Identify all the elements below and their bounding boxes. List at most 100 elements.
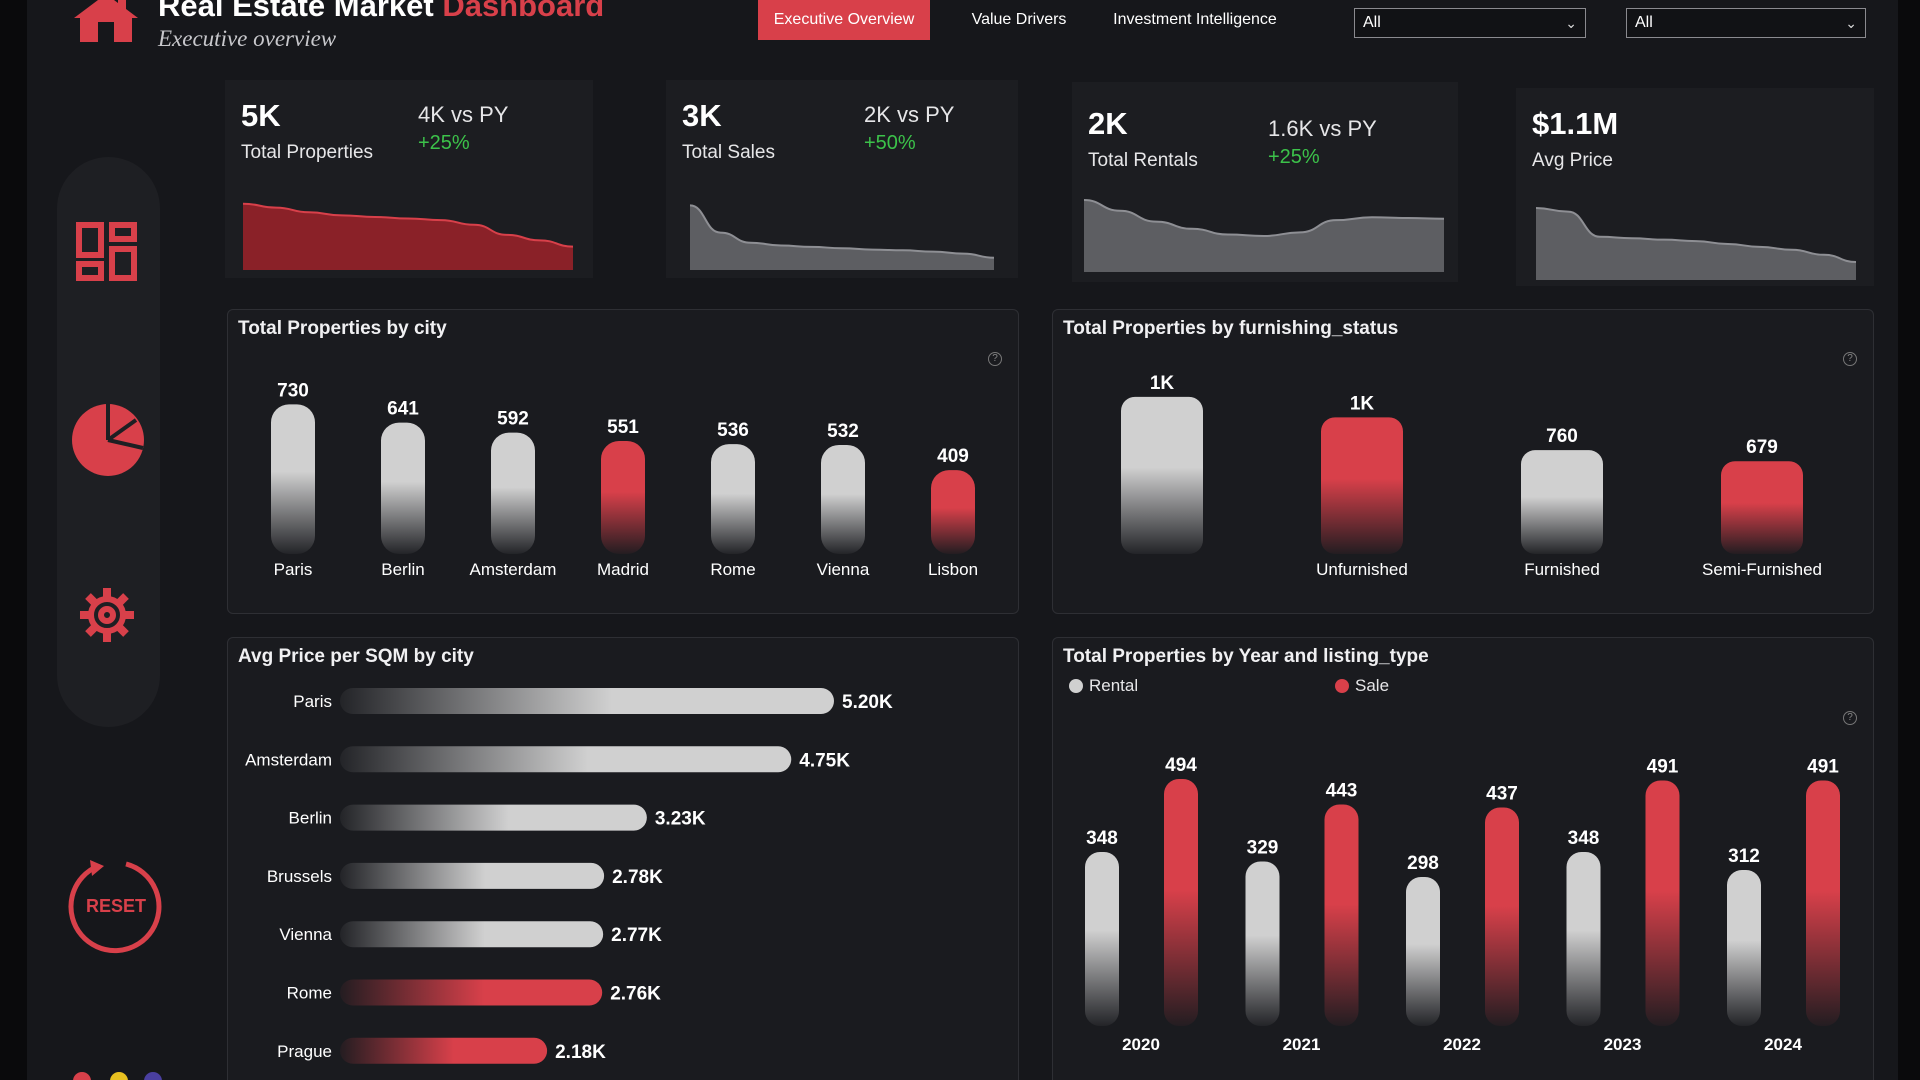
tab-executive-overview[interactable]: Executive Overview xyxy=(758,0,930,40)
help-icon[interactable]: ? xyxy=(1843,711,1857,725)
bar-rental[interactable] xyxy=(1245,861,1280,1026)
data-label: 409 xyxy=(937,446,969,467)
bar[interactable] xyxy=(340,862,605,889)
legend-label: Sale xyxy=(1355,676,1390,695)
bar[interactable] xyxy=(1721,461,1803,554)
bar[interactable] xyxy=(931,470,975,554)
bar-sale[interactable] xyxy=(1485,807,1519,1026)
data-label: 641 xyxy=(387,399,419,420)
bar[interactable] xyxy=(1121,396,1203,554)
filter-select-1-value: All xyxy=(1363,14,1381,31)
legend-dot-rental xyxy=(1069,679,1083,693)
kpi-label: Total Sales xyxy=(682,142,775,163)
data-label: 551 xyxy=(607,417,639,438)
bar[interactable] xyxy=(340,921,604,948)
data-label: 2.78K xyxy=(612,867,663,888)
legend-sale[interactable]: Sale xyxy=(1335,676,1389,696)
panel-title: Total Properties by Year and listing_typ… xyxy=(1063,646,1429,667)
bar[interactable] xyxy=(1321,417,1403,554)
filter-select-2[interactable]: All ⌄ xyxy=(1626,8,1866,38)
kpi-label: Avg Price xyxy=(1532,150,1613,171)
sparkline-area xyxy=(243,203,573,270)
sparkline-line xyxy=(1535,207,1857,263)
bar-sale[interactable] xyxy=(1164,779,1198,1026)
bar[interactable] xyxy=(340,688,834,714)
chevron-down-icon: ⌄ xyxy=(1845,14,1857,31)
bar-rental[interactable] xyxy=(1566,852,1601,1026)
right-edge xyxy=(1898,0,1920,1080)
bar[interactable] xyxy=(340,979,603,1006)
theme-dot[interactable] xyxy=(73,1072,91,1080)
help-icon[interactable]: ? xyxy=(988,352,1002,366)
chevron-down-icon: ⌄ xyxy=(1565,14,1577,31)
tab-investment-intelligence[interactable]: Investment Intelligence xyxy=(1113,11,1277,28)
category-label: Vienna xyxy=(817,560,870,579)
bar-rental[interactable] xyxy=(1727,870,1761,1026)
category-label: Rome xyxy=(287,984,332,1003)
data-label: 679 xyxy=(1746,437,1778,458)
theme-dot[interactable] xyxy=(144,1072,162,1080)
sparkline-area xyxy=(1536,208,1856,280)
panel-title: Total Properties by furnishing_status xyxy=(1063,318,1399,339)
bar[interactable] xyxy=(1521,450,1603,554)
data-label: 491 xyxy=(1807,757,1839,778)
bar[interactable] xyxy=(340,804,647,831)
category-label: Lisbon xyxy=(928,560,978,579)
bar-sale[interactable] xyxy=(1806,780,1840,1026)
legend-rental[interactable]: Rental xyxy=(1069,676,1138,696)
category-label: Amsterdam xyxy=(245,750,332,769)
panel-title: Total Properties by city xyxy=(238,318,447,339)
chart-properties-by-furnishing: 1K 1K Unfurnished 760 Furnished 679 Semi-Furni… xyxy=(1121,373,1822,579)
kpi-sparkline xyxy=(1083,199,1445,272)
category-label: Paris xyxy=(274,560,313,579)
dashboard-grid-icon[interactable] xyxy=(76,222,138,284)
kpi-sparkline xyxy=(1535,207,1857,280)
sparkline-line xyxy=(242,202,574,248)
bar[interactable] xyxy=(381,422,425,554)
sparkline-line xyxy=(1083,199,1445,238)
bar-sale[interactable] xyxy=(1324,804,1359,1026)
category-label: Vienna xyxy=(279,925,332,944)
bar[interactable] xyxy=(601,441,645,554)
data-label: 437 xyxy=(1486,784,1518,805)
data-label: 443 xyxy=(1326,781,1358,802)
chart-price-per-sqm: Paris 5.20K Amsterdam 4.75K Berlin 3.23K Bruss… xyxy=(245,688,893,1064)
bar[interactable] xyxy=(491,432,535,554)
filter-select-1[interactable]: All ⌄ xyxy=(1354,8,1586,38)
panel-title: Avg Price per SQM by city xyxy=(238,646,474,667)
bar[interactable] xyxy=(271,404,315,554)
data-label: 592 xyxy=(497,409,529,430)
data-label: 2.76K xyxy=(610,984,661,1005)
data-label: 730 xyxy=(277,380,309,401)
theme-dot[interactable] xyxy=(110,1072,128,1080)
bar[interactable] xyxy=(340,746,792,773)
bar[interactable] xyxy=(340,1037,548,1064)
data-label: 348 xyxy=(1568,828,1600,849)
kpi-value: 5K xyxy=(241,98,281,133)
help-icon[interactable]: ? xyxy=(1843,352,1857,366)
data-label: 760 xyxy=(1546,426,1578,447)
kpi-card-total-sales: 3K Total Sales 2K vs PY +50% xyxy=(666,80,1018,278)
category-label: Brussels xyxy=(267,867,332,886)
kpi-prior-year: 2K vs PY xyxy=(864,102,955,127)
bar-sale[interactable] xyxy=(1645,780,1680,1026)
page-title: Real Estate Market Dashboard xyxy=(158,0,605,23)
category-label: Paris xyxy=(293,692,332,711)
tab-value-drivers[interactable]: Value Drivers xyxy=(971,11,1067,28)
gear-icon[interactable] xyxy=(78,586,136,644)
bar[interactable] xyxy=(711,444,755,554)
bar-rental[interactable] xyxy=(1085,852,1119,1026)
reset-button[interactable]: RESET xyxy=(68,858,164,954)
sparkline-line xyxy=(689,204,995,259)
panel-properties-by-year: Total Properties by Year and listing_typ… xyxy=(1052,637,1874,1080)
category-label: Prague xyxy=(277,1042,332,1061)
bar[interactable] xyxy=(821,444,865,554)
data-label: 5.20K xyxy=(842,692,893,713)
data-label: 494 xyxy=(1165,755,1197,776)
bar-rental[interactable] xyxy=(1406,877,1440,1026)
data-label: 1K xyxy=(1350,393,1375,414)
pie-chart-icon[interactable] xyxy=(70,402,146,478)
category-label: 2024 xyxy=(1764,1035,1802,1054)
sparkline-area xyxy=(690,205,994,270)
